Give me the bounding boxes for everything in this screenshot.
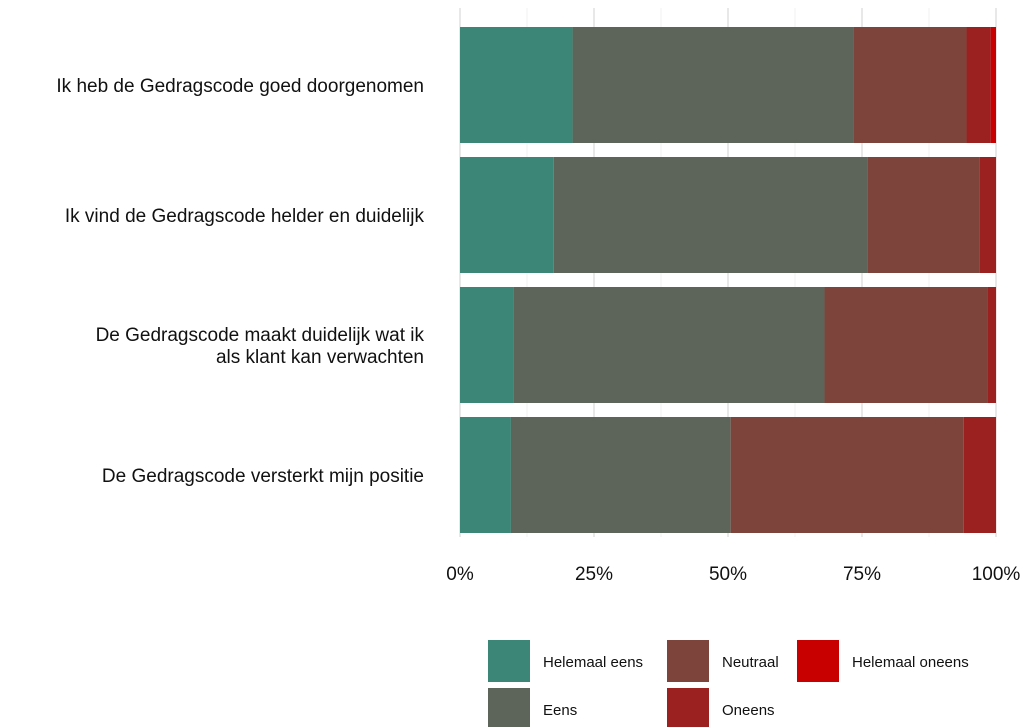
legend-label-neutraal: Neutraal [722,654,779,671]
bar-segment-eens-2 [553,157,868,273]
bar-segment-helemaal-eens-4 [460,417,511,533]
legend-label-helemaal-eens: Helemaal eens [543,654,643,671]
legend-key-oneens [667,688,709,727]
bar-segment-helemaal-oneens-1 [990,27,996,143]
legend-key-helemaal-oneens [797,640,839,682]
bar-segment-neutraal-2 [867,157,980,273]
legend-label-oneens: Oneens [722,702,775,719]
bar-segment-oneens-2 [979,157,996,273]
category-label: Ik heb de Gedragscode goed doorgenomen [56,76,424,97]
x-tick-label: 75% [843,564,881,585]
bar-segment-helemaal-eens-3 [460,287,514,403]
category-label: Ik vind de Gedragscode helder en duideli… [65,206,425,227]
x-tick-label: 25% [575,564,613,585]
legend: Helemaal eens Neutraal Helemaal oneens Eens… [488,640,969,727]
category-label: De Gedragscode maakt duidelijk wat ik [96,325,425,346]
bar-segment-oneens-1 [966,27,991,143]
bar-segment-oneens-3 [987,287,996,403]
legend-key-neutraal [667,640,709,682]
bar-segment-helemaal-eens-1 [460,27,573,143]
legend-key-eens [488,688,530,727]
bar-segment-neutraal-3 [824,287,988,403]
bar-segment-eens-3 [513,287,825,403]
bar-segment-neutraal-4 [730,417,964,533]
x-tick-label: 0% [446,564,474,585]
x-axis-tick-labels: 0% 25% 50% 75% 100% [446,564,1020,585]
bar-segment-neutraal-1 [853,27,967,143]
category-label: als klant kan verwachten [216,347,424,368]
legend-key-helemaal-eens [488,640,530,682]
bar-segment-helemaal-eens-2 [460,157,554,273]
bar-segment-eens-1 [572,27,854,143]
category-labels: Ik heb de Gedragscode goed doorgenomen Ik… [56,76,424,487]
x-tick-label: 50% [709,564,747,585]
bars [460,27,996,533]
bar-segment-oneens-4 [963,417,996,533]
bar-segment-eens-4 [510,417,731,533]
x-tick-label: 100% [972,564,1021,585]
legend-label-eens: Eens [543,702,577,719]
category-label: De Gedragscode versterkt mijn positie [102,466,424,487]
legend-label-helemaal-oneens: Helemaal oneens [852,654,969,671]
